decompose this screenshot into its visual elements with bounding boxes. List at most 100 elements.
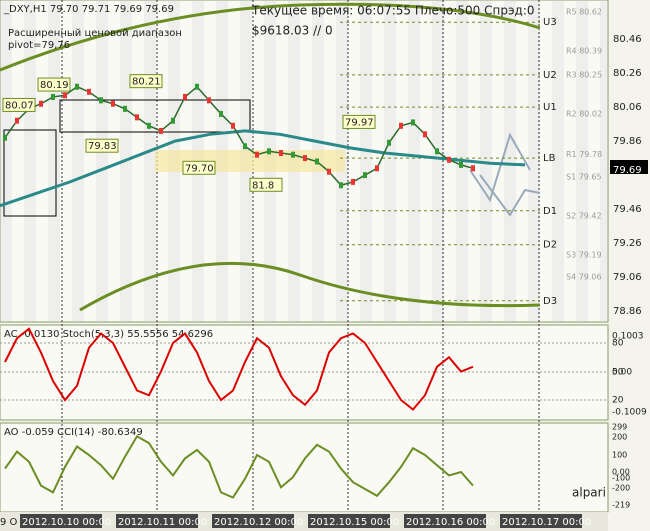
panel2-label: -100	[612, 474, 630, 483]
time-label: 2012.10.10 00:00	[22, 517, 111, 528]
level-label: D3	[543, 296, 557, 307]
forecast	[469, 132, 541, 217]
panel2-label: -219	[612, 501, 630, 510]
current-price-box	[610, 160, 648, 174]
candle	[267, 148, 271, 155]
pivot-label: S4 79.06	[566, 273, 602, 282]
candle	[123, 105, 127, 112]
price-tag	[85, 138, 119, 153]
upper-band	[0, 2, 541, 72]
balance: $9618.03 // 0	[252, 24, 333, 38]
price-tag-label: 79.97	[345, 117, 374, 128]
candle	[279, 150, 283, 157]
pivot-label: R3 80.25	[566, 70, 602, 79]
box	[59, 99, 251, 133]
time-label: 2012.10.16 00:00	[406, 517, 495, 528]
pivot-label: R5 80.62	[566, 8, 602, 17]
price-tick: 80.06	[613, 102, 642, 113]
panel1-label: 50	[612, 368, 624, 378]
candle	[147, 122, 151, 129]
panel1-label: 0.1003	[612, 332, 644, 342]
price-tag-label: 81.8	[252, 180, 274, 191]
candle	[15, 117, 19, 124]
candle	[471, 165, 475, 172]
candle	[363, 172, 367, 179]
panel2-label: 200	[612, 433, 627, 442]
price-tag	[249, 177, 283, 192]
time-label: 2012.10.17 00:00	[502, 517, 591, 528]
candle	[231, 122, 235, 129]
candle	[327, 168, 331, 175]
time-box	[212, 514, 294, 528]
cci	[4, 434, 474, 499]
price-tag	[37, 77, 71, 92]
panel1-label: 0.00	[612, 368, 632, 378]
panel2-label: 100	[612, 451, 627, 460]
level-label: U2	[543, 70, 557, 81]
candle	[423, 131, 427, 138]
time-box	[500, 514, 582, 528]
candle	[387, 139, 391, 146]
level-label: D2	[543, 240, 557, 251]
panel1-title: AC -0.0130 Stoch(5,3,3) 55.5556 54.6296	[4, 329, 213, 340]
price-tag-label: 80.07	[5, 100, 34, 111]
pivot-label: R4 80.39	[566, 47, 602, 56]
candle	[99, 97, 103, 104]
candle	[375, 165, 379, 172]
candle	[255, 151, 259, 158]
time-box	[20, 514, 102, 528]
time-label: 2012.10.11 00:00	[118, 517, 207, 528]
stoch	[4, 327, 474, 411]
pivot-label: R1 79.78	[566, 150, 602, 159]
candle	[315, 158, 319, 165]
level-label: LB	[543, 153, 556, 164]
price-tick: 78.86	[613, 306, 642, 317]
candle	[459, 161, 463, 168]
time-box	[116, 514, 198, 528]
candle	[219, 110, 223, 117]
price-tick: 79.06	[613, 272, 642, 283]
panel2-label: 0.00	[612, 468, 630, 477]
candle	[183, 93, 187, 100]
candle	[195, 83, 199, 90]
pivot-label: S2 79.42	[566, 211, 602, 220]
time-label: 9 O	[0, 517, 18, 528]
price-tick: 79.46	[613, 204, 642, 215]
candle	[63, 92, 67, 99]
level-label: U1	[543, 102, 557, 113]
candle	[291, 151, 295, 158]
time-label: 2012.10.12 00:00	[214, 517, 303, 528]
price-tag-label: 80.19	[40, 80, 69, 91]
candle	[159, 127, 163, 134]
price-tick: 80.46	[613, 34, 642, 45]
price-tag	[2, 97, 36, 112]
indicator: Расширенный ценовой диапазон	[8, 28, 182, 39]
panel1-label: 20	[612, 396, 624, 406]
panel1-label: 80	[612, 339, 624, 349]
level-label: U3	[543, 17, 557, 28]
candle	[351, 178, 355, 185]
time-box	[308, 514, 390, 528]
price-tag	[182, 160, 216, 175]
candle	[411, 119, 415, 126]
candle	[171, 117, 175, 124]
price-tag	[129, 74, 163, 89]
price-tick: 80.26	[613, 68, 642, 79]
status: Текущее время: 06:07:55 Плечо:500 Спрэд:…	[251, 4, 535, 18]
candle	[3, 134, 7, 141]
candle	[87, 88, 91, 95]
panel2-title: AO -0.059 CCI(14) -80.6349	[4, 427, 143, 438]
level-label: D1	[543, 206, 557, 217]
pivot-label: R2 80.02	[566, 109, 602, 118]
price-tag-label: 79.70	[185, 163, 214, 174]
candle	[447, 156, 451, 163]
candle	[435, 148, 439, 155]
candle	[111, 100, 115, 107]
time-label: 2012.10.15 00:00	[310, 517, 399, 528]
candle	[39, 100, 43, 107]
pivot: pivot=79,76	[8, 40, 70, 51]
current-price: 79.69	[613, 165, 642, 176]
panel2-label: -200	[612, 484, 630, 493]
candle	[243, 143, 247, 150]
